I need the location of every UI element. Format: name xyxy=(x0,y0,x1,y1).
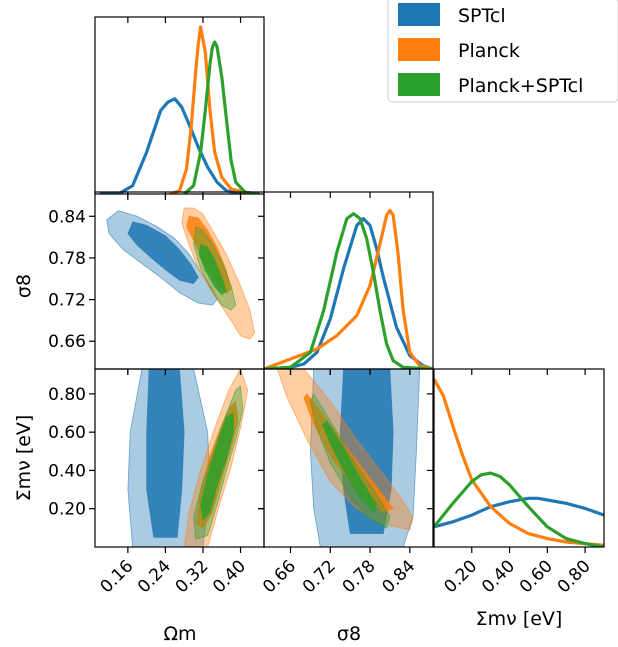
omega-m-mnu-xtick-label: 0.40 xyxy=(209,556,250,597)
panel-2d-sigma8-mnu-frame xyxy=(263,368,434,548)
curve-planck-sptcl xyxy=(183,40,260,194)
curve-sptcl xyxy=(264,217,433,369)
contour-planck-sptcl-68 xyxy=(321,420,378,513)
legend-label-sptcl: SPTcl xyxy=(458,5,506,27)
mnu-1d-xtick-label: 0.80 xyxy=(554,556,595,597)
panel-1d-omega-m-frame xyxy=(94,16,265,195)
curve-planck-sptcl xyxy=(264,212,433,369)
omega-m-sigma8-ytick-label: 0.72 xyxy=(48,291,86,311)
mnu-1d-xtick-label: 0.40 xyxy=(478,556,519,597)
legend-swatch-sptcl xyxy=(398,3,440,26)
omega-m-sigma8-ytick-label: 0.66 xyxy=(48,332,86,352)
panel-2d-sigma8-mnu xyxy=(276,369,421,547)
contour-sptcl-68 xyxy=(146,369,185,538)
axis-labels: σ8 Σmν [eV] Ωm σ8 Σmν [eV] xyxy=(13,274,562,645)
legend-swatch-planck-sptcl xyxy=(398,73,440,96)
xlabel-sigma8: σ8 xyxy=(337,623,361,645)
ylabel-sigma8: σ8 xyxy=(13,274,35,298)
legend-label-planck: Planck xyxy=(458,40,520,62)
mnu-1d-xtick-label: 0.60 xyxy=(516,556,557,597)
omega-m-mnu-ytick-label: 0.80 xyxy=(48,385,86,405)
xlabel-omega-m: Ωm xyxy=(163,623,196,645)
ylabel-mnu: Σmν [eV] xyxy=(13,415,35,502)
omega-m-mnu-xtick-label: 0.32 xyxy=(172,556,213,597)
curve-planck-sptcl xyxy=(434,471,604,547)
omega-m-sigma8-ytick-label: 0.84 xyxy=(48,207,86,227)
contour-planck-sptcl-68 xyxy=(200,412,234,521)
contour-sptcl-68 xyxy=(127,221,199,285)
omega-m-sigma8-ytick-label: 0.78 xyxy=(48,249,86,269)
panel-2d-omega-m-mnu xyxy=(127,369,249,547)
panel-1d-mnu-frame xyxy=(433,368,605,548)
panel-1d-sigma8 xyxy=(264,208,433,369)
legend-label-planck-sptcl: Planck+SPTcl xyxy=(458,75,583,97)
legend-frame xyxy=(387,0,618,103)
curve-sptcl xyxy=(434,496,604,529)
panel-2d-omega-m-sigma8 xyxy=(106,207,256,340)
panels xyxy=(94,16,605,548)
omega-m-mnu-ytick-label: 0.20 xyxy=(48,500,86,520)
omega-m-mnu-ytick-label: 0.40 xyxy=(48,461,86,481)
sigma8-mnu-xtick-label: 0.78 xyxy=(339,556,380,597)
omega-m-mnu-ytick-label: 0.60 xyxy=(48,423,86,443)
sigma8-mnu-xtick-label: 0.72 xyxy=(299,556,340,597)
sigma8-mnu-xtick-label: 0.84 xyxy=(378,556,419,597)
mnu-1d-xtick-label: 0.20 xyxy=(440,556,481,597)
contour-planck-sptcl-68 xyxy=(198,243,227,296)
omega-m-mnu-xtick-label: 0.16 xyxy=(96,556,137,597)
curve-planck xyxy=(169,25,260,194)
omega-m-mnu-xtick-label: 0.24 xyxy=(134,556,175,597)
curve-planck xyxy=(264,208,433,369)
panel-1d-mnu xyxy=(434,378,604,547)
xlabel-mnu: Σmν [eV] xyxy=(476,608,563,630)
curve-sptcl xyxy=(99,97,260,194)
curve-planck xyxy=(434,378,604,547)
legend-swatch-planck xyxy=(398,38,440,61)
sigma8-mnu-xtick-label: 0.66 xyxy=(259,556,300,597)
legend: SPTcl Planck Planck+SPTcl xyxy=(387,0,618,103)
panel-1d-omega-m xyxy=(99,25,260,194)
